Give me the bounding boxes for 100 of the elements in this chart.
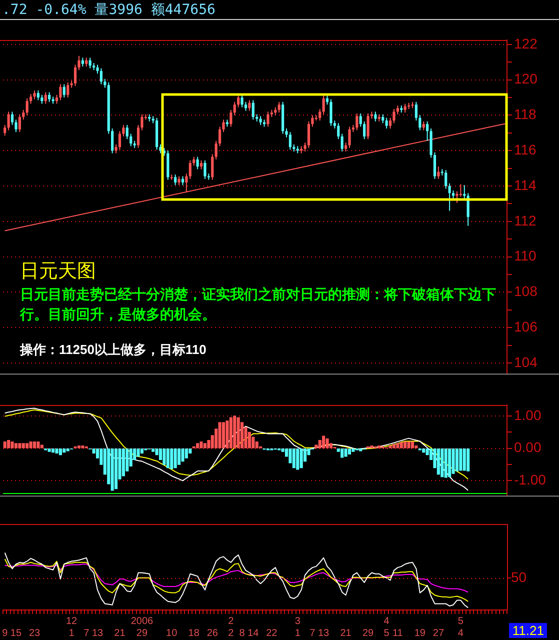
bar	[203, 443, 206, 448]
candlestick	[130, 133, 132, 147]
x-tick-label: 13	[318, 628, 330, 639]
x-tick-label: 9	[2, 628, 8, 639]
candlestick	[252, 100, 254, 120]
x-tick-label: 13	[92, 628, 104, 639]
bar	[466, 448, 470, 472]
bar	[322, 436, 326, 448]
bar	[110, 448, 114, 491]
bar	[400, 442, 403, 448]
x-tick-label: 18	[188, 628, 200, 639]
candlestick	[196, 156, 199, 170]
bar	[32, 442, 36, 448]
bar	[440, 448, 444, 478]
y-tick-label: 110	[514, 248, 537, 264]
candlestick	[330, 98, 332, 126]
candlestick	[348, 126, 351, 148]
bar	[136, 448, 140, 457]
bar	[462, 448, 466, 471]
bar	[448, 448, 452, 478]
candlestick	[29, 93, 32, 104]
x-tick-label: 2006 29	[130, 616, 154, 639]
y-tick-label: 104	[514, 354, 538, 370]
bar	[459, 448, 462, 471]
candlestick	[340, 133, 344, 152]
candlestick	[122, 124, 125, 137]
bar	[300, 448, 303, 468]
bar	[404, 442, 407, 448]
bar	[58, 448, 62, 456]
bar	[196, 443, 200, 448]
y-tick-label: 112	[514, 212, 537, 228]
bar	[226, 420, 229, 448]
text: 11.21	[509, 623, 547, 638]
bar	[340, 448, 344, 458]
candlestick	[337, 122, 340, 140]
bar	[178, 448, 181, 465]
candlestick	[48, 92, 51, 102]
x-tick-label: 22	[266, 628, 278, 639]
candlestick	[414, 101, 418, 122]
x-tick-label: 26	[206, 628, 218, 639]
candlestick	[311, 114, 314, 128]
bar	[48, 448, 51, 452]
y-tick-label: 116	[514, 141, 537, 158]
x-tick-label: 7	[310, 628, 316, 639]
bar	[62, 448, 66, 453]
x-tick-label: 27	[432, 628, 444, 639]
candlestick	[59, 84, 62, 101]
candlestick	[100, 68, 103, 85]
candlestick	[204, 160, 206, 180]
candlestick	[4, 124, 6, 136]
bar	[174, 448, 177, 468]
candlestick	[288, 132, 292, 150]
candlestick	[188, 160, 192, 180]
bar	[29, 442, 32, 448]
bar	[55, 448, 58, 454]
candlestick	[218, 126, 222, 147]
x-tick-label: 21	[114, 628, 126, 639]
bar	[410, 442, 414, 448]
bar	[218, 422, 222, 448]
candlestick	[7, 111, 10, 131]
bar	[66, 448, 70, 452]
candlestick	[240, 94, 244, 108]
x-tick-label: 5 4	[458, 616, 464, 639]
candlestick	[459, 184, 462, 198]
candlestick	[74, 64, 77, 87]
bar	[229, 417, 232, 448]
bar	[26, 443, 29, 448]
x-tick-label: 10	[166, 628, 178, 639]
bar	[200, 442, 203, 448]
bar	[407, 442, 410, 448]
x-tick-label: 2 2	[228, 616, 234, 639]
x-tick-label: 21	[340, 628, 352, 639]
candlestick	[448, 182, 451, 212]
bar	[436, 448, 440, 475]
candlestick	[248, 100, 251, 112]
candlestick	[26, 98, 28, 116]
bar	[170, 448, 174, 470]
candlestick	[185, 173, 188, 193]
candlestick	[233, 101, 236, 116]
x-tick-label: 15	[10, 628, 22, 639]
candlestick	[359, 112, 362, 128]
candlestick	[166, 150, 170, 180]
candlestick	[374, 111, 377, 122]
x-tick-label: 12 1	[66, 616, 78, 639]
candlestick	[10, 111, 14, 126]
candlestick	[62, 84, 66, 98]
bar	[388, 445, 392, 448]
bar	[10, 442, 14, 448]
bar	[122, 448, 125, 476]
candlestick	[88, 57, 92, 69]
y-tick-label: 108	[514, 283, 538, 300]
y-tick-label: 120	[514, 70, 538, 87]
x-tick-label: 23	[28, 628, 40, 639]
bar	[392, 444, 396, 448]
x-tick-label: 8	[239, 628, 246, 639]
candlestick	[307, 120, 310, 148]
bar	[3, 442, 6, 448]
bar	[222, 422, 226, 448]
bar	[152, 448, 155, 452]
text: 50	[511, 568, 527, 585]
